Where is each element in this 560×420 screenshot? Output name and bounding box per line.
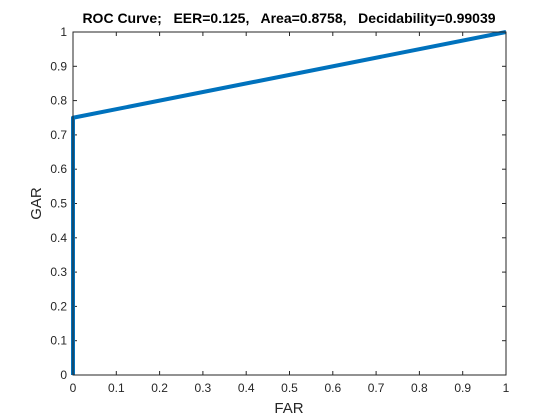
y-tick-label: 0.9: [50, 59, 67, 73]
x-tick-label: 0.4: [238, 381, 255, 395]
y-tick-label: 0.4: [50, 231, 67, 245]
y-tick-label: 0: [60, 368, 67, 382]
y-tick-label: 0.8: [50, 94, 67, 108]
chart-title: ROC Curve; EER=0.125, Area=0.8758, Decid…: [82, 10, 495, 26]
x-tick-label: 0.7: [368, 381, 385, 395]
x-axis-label: FAR: [274, 400, 303, 417]
y-tick-label: 0.5: [50, 197, 67, 211]
x-tick-label: 0.5: [281, 381, 298, 395]
x-tick-label: 1: [503, 381, 510, 395]
plot-area: [73, 32, 506, 375]
x-tick-label: 0.6: [324, 381, 341, 395]
y-tick-label: 1: [60, 25, 67, 39]
y-tick-label: 0.3: [50, 265, 67, 279]
x-tick-label: 0.1: [108, 381, 125, 395]
plot-frame: [72, 31, 507, 376]
x-tick-label: 0.2: [151, 381, 168, 395]
y-tick-label: 0.6: [50, 162, 67, 176]
y-tick-label: 0.1: [50, 334, 67, 348]
y-tick-label: 0.7: [50, 128, 67, 142]
x-tick-label: 0: [70, 381, 77, 395]
y-axis-label: GAR: [28, 187, 45, 220]
ticks-layer: 0 0.1 0.2 0.3 0.4 0.5 0.6 0.7 0.8 0.9 1 0 0.1 0.2 0.3 0…: [50, 25, 509, 395]
x-tick-label: 0.3: [195, 381, 212, 395]
y-tick-label: 0.2: [50, 299, 67, 313]
x-tick-label: 0.8: [411, 381, 428, 395]
x-tick-label: 0.9: [454, 381, 471, 395]
